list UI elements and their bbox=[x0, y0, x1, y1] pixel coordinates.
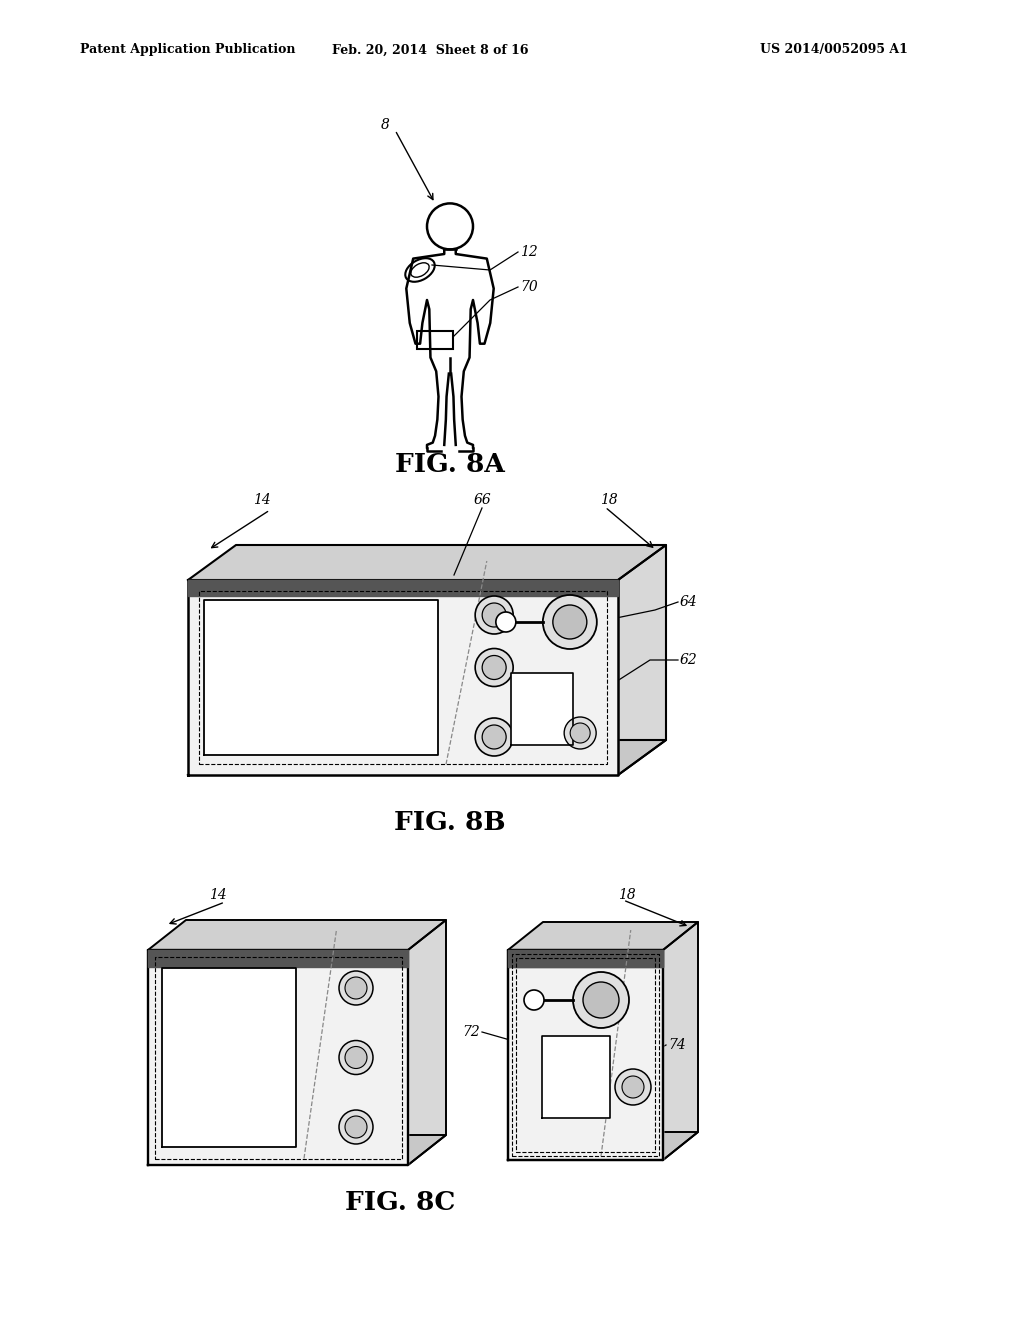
Text: 18: 18 bbox=[600, 492, 617, 507]
Circle shape bbox=[553, 605, 587, 639]
Circle shape bbox=[524, 990, 544, 1010]
Circle shape bbox=[622, 1076, 644, 1098]
Text: Patent Application Publication: Patent Application Publication bbox=[80, 44, 296, 57]
Circle shape bbox=[475, 648, 513, 686]
Text: 74: 74 bbox=[668, 1038, 686, 1052]
Text: 62: 62 bbox=[680, 653, 697, 667]
Polygon shape bbox=[162, 968, 296, 1147]
Polygon shape bbox=[204, 601, 438, 755]
Polygon shape bbox=[148, 1135, 446, 1166]
Circle shape bbox=[345, 1047, 367, 1068]
Polygon shape bbox=[148, 950, 408, 968]
Polygon shape bbox=[188, 579, 618, 595]
Text: 66: 66 bbox=[473, 492, 490, 507]
Circle shape bbox=[496, 612, 516, 632]
Text: FIG. 8A: FIG. 8A bbox=[395, 453, 505, 478]
Circle shape bbox=[482, 656, 506, 680]
Polygon shape bbox=[188, 579, 618, 775]
Bar bbox=[417, 331, 453, 348]
Circle shape bbox=[345, 977, 367, 999]
Polygon shape bbox=[542, 1036, 610, 1118]
Circle shape bbox=[564, 717, 596, 748]
Circle shape bbox=[339, 1110, 373, 1144]
Text: Feb. 20, 2014  Sheet 8 of 16: Feb. 20, 2014 Sheet 8 of 16 bbox=[332, 44, 528, 57]
Circle shape bbox=[615, 1069, 651, 1105]
Polygon shape bbox=[508, 950, 663, 966]
Polygon shape bbox=[408, 920, 446, 1166]
Circle shape bbox=[570, 723, 590, 743]
Polygon shape bbox=[508, 950, 663, 1160]
Polygon shape bbox=[508, 950, 663, 1160]
Polygon shape bbox=[148, 920, 446, 950]
Text: US 2014/0052095 A1: US 2014/0052095 A1 bbox=[760, 44, 908, 57]
Circle shape bbox=[543, 595, 597, 649]
Circle shape bbox=[339, 1040, 373, 1074]
Polygon shape bbox=[508, 950, 663, 966]
Circle shape bbox=[345, 1115, 367, 1138]
Text: 72: 72 bbox=[462, 1026, 480, 1039]
Text: 14: 14 bbox=[253, 492, 271, 507]
Text: 8: 8 bbox=[381, 117, 390, 132]
Circle shape bbox=[573, 972, 629, 1028]
Polygon shape bbox=[148, 950, 408, 1166]
Polygon shape bbox=[508, 921, 698, 950]
Polygon shape bbox=[663, 921, 698, 1160]
Circle shape bbox=[339, 972, 373, 1005]
Circle shape bbox=[583, 982, 618, 1018]
Circle shape bbox=[475, 718, 513, 756]
Polygon shape bbox=[188, 545, 666, 579]
Text: 12: 12 bbox=[520, 246, 538, 259]
Circle shape bbox=[482, 603, 506, 627]
Polygon shape bbox=[511, 673, 573, 744]
Text: 18: 18 bbox=[618, 888, 636, 902]
Text: FIG. 8B: FIG. 8B bbox=[394, 809, 506, 834]
Text: FIG. 8C: FIG. 8C bbox=[345, 1189, 456, 1214]
Text: 14: 14 bbox=[209, 888, 227, 902]
Polygon shape bbox=[188, 741, 666, 775]
Circle shape bbox=[482, 725, 506, 748]
Circle shape bbox=[475, 597, 513, 634]
Polygon shape bbox=[508, 1133, 698, 1160]
Text: 64: 64 bbox=[680, 595, 697, 609]
Polygon shape bbox=[618, 545, 666, 775]
Text: 70: 70 bbox=[520, 280, 538, 294]
